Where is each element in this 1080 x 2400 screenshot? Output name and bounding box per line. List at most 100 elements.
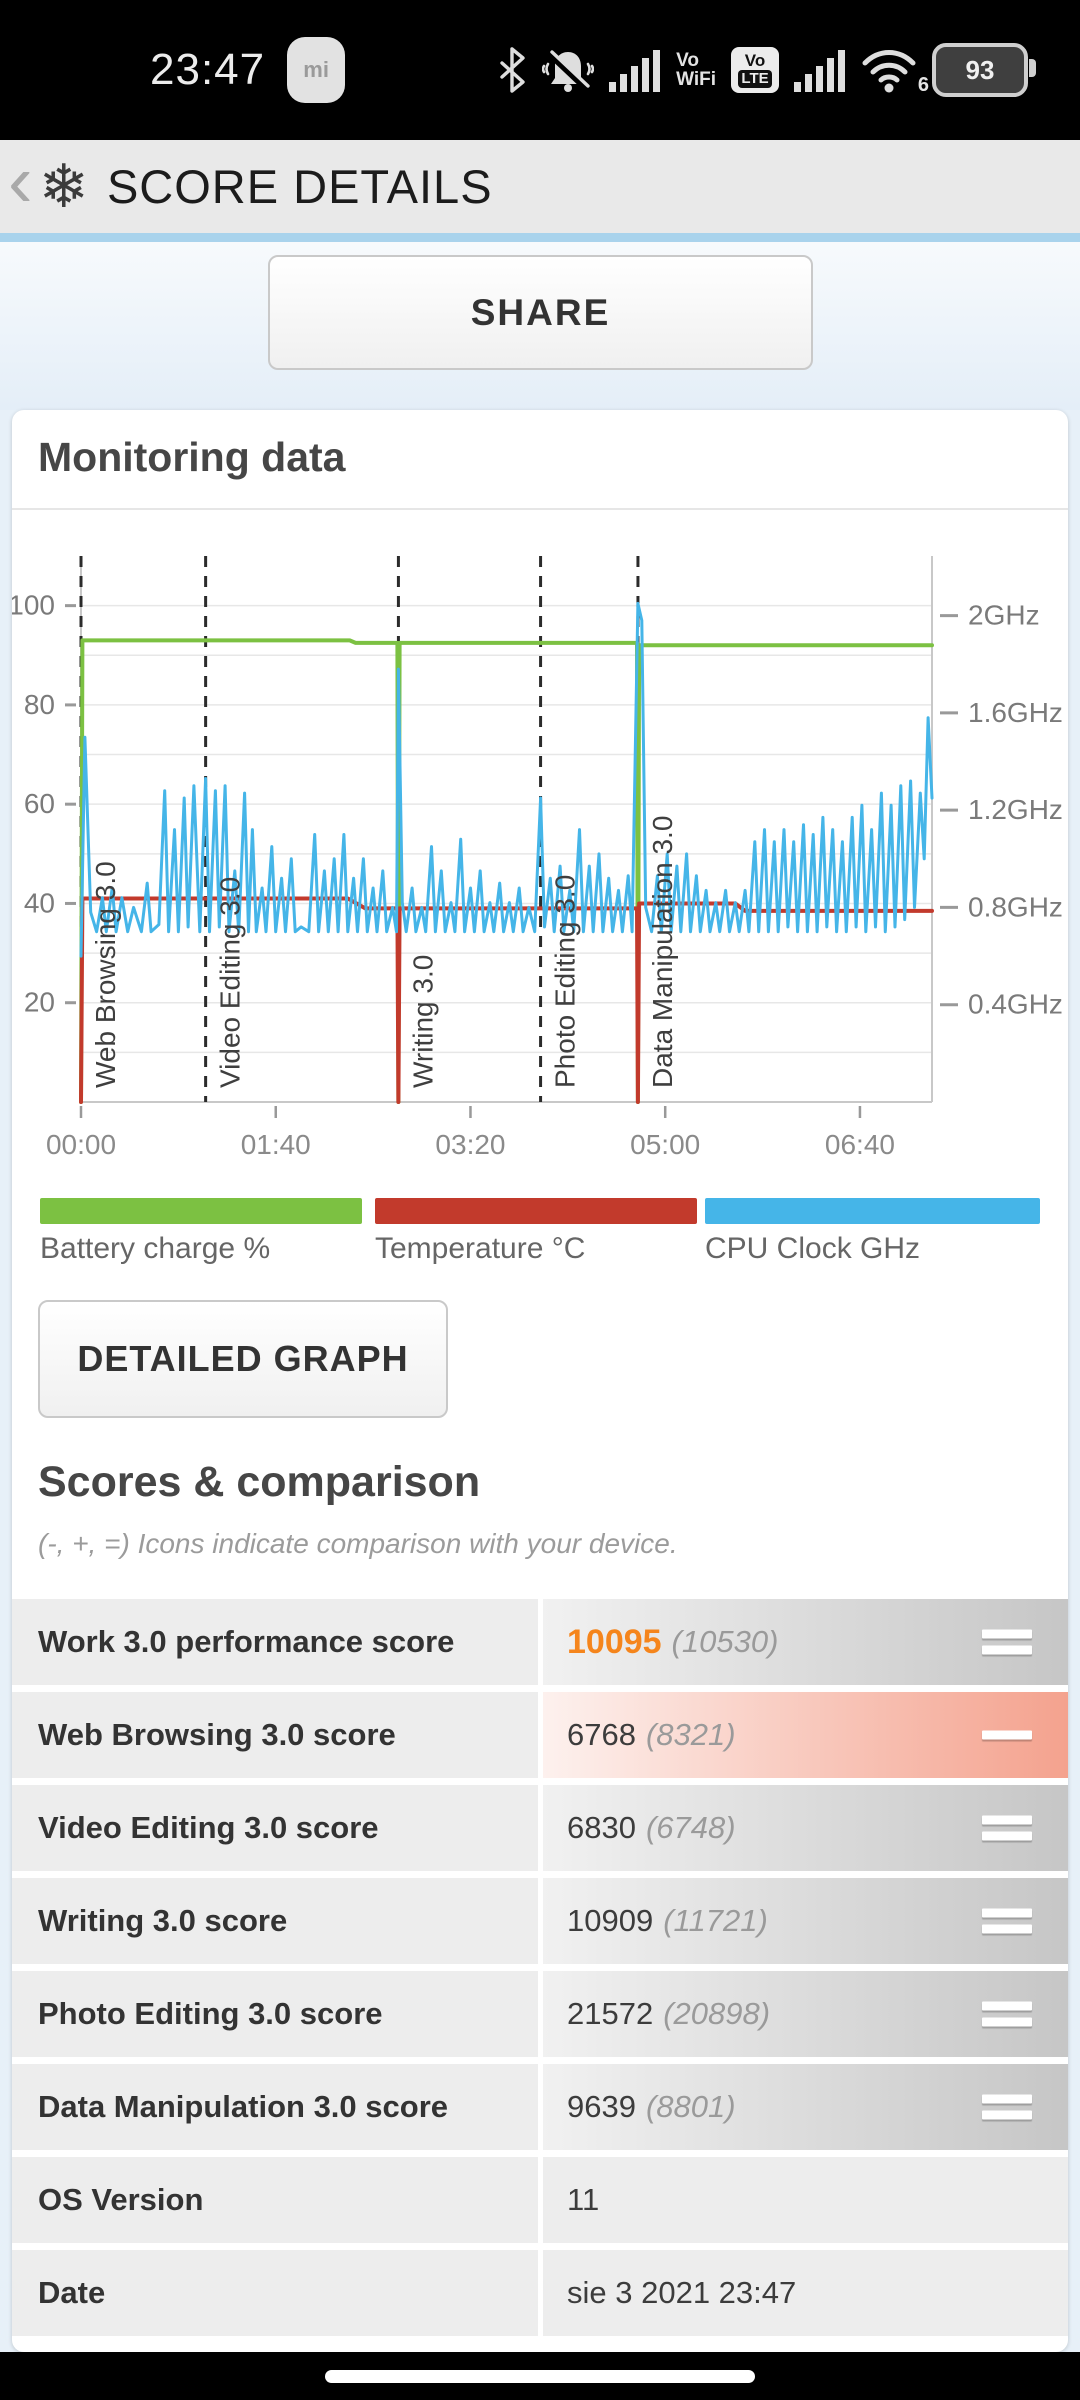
svg-text:00:00: 00:00 xyxy=(46,1129,116,1160)
back-icon[interactable]: ‹ xyxy=(8,138,33,222)
table-row[interactable]: Work 3.0 performance score 10095 (10530) xyxy=(12,1599,1068,1685)
info-value: sie 3 2021 23:47 xyxy=(567,2275,797,2310)
svg-text:05:00: 05:00 xyxy=(630,1129,700,1160)
score-compare-value: (10530) xyxy=(671,1624,779,1659)
score-compare-value: (11721) xyxy=(663,1903,768,1938)
svg-text:60: 60 xyxy=(24,788,55,819)
svg-text:2GHz: 2GHz xyxy=(968,600,1040,631)
bluetooth-icon xyxy=(497,46,527,94)
equal-comparison-icon xyxy=(982,2088,1032,2127)
legend-label: CPU Clock GHz xyxy=(705,1232,921,1265)
score-compare-value: (8801) xyxy=(645,2089,736,2124)
score-value-cell: 9639 (8801) xyxy=(543,2064,1068,2150)
info-value-cell: sie 3 2021 23:47 xyxy=(543,2250,1068,2336)
svg-text:Video Editing 3.0: Video Editing 3.0 xyxy=(215,877,246,1088)
page-title: SCORE DETAILS xyxy=(106,160,493,213)
svg-text:01:40: 01:40 xyxy=(241,1129,311,1160)
svg-text:20: 20 xyxy=(24,987,55,1018)
signal-strength-icon-sim2 xyxy=(794,46,846,94)
header-accent-line xyxy=(0,233,1080,242)
svg-text:03:20: 03:20 xyxy=(435,1129,505,1160)
legend-item: Temperature °C xyxy=(375,1198,697,1266)
score-value-cell: 10095 (10530) xyxy=(543,1599,1068,1685)
mi-notification-icon: mi xyxy=(287,37,346,103)
svg-text:06:40: 06:40 xyxy=(825,1129,895,1160)
table-row[interactable]: Data Manipulation 3.0 score 9639 (8801) xyxy=(12,2064,1068,2150)
score-value-cell: 10909 (11721) xyxy=(543,1878,1068,1964)
score-value-cell: 21572 (20898) xyxy=(543,1971,1068,2057)
volte-indicator: Vo LTE xyxy=(731,47,779,93)
svg-text:1.6GHz: 1.6GHz xyxy=(968,697,1063,728)
score-compare-value: (6748) xyxy=(645,1810,736,1845)
score-value-cell: 6830 (6748) xyxy=(543,1785,1068,1871)
battery-icon: 93 xyxy=(932,43,1036,97)
equal-comparison-icon xyxy=(982,1623,1032,1662)
monitoring-chart-svg: Web Browsing 3.0 Video Editing 3.0 Writing… xyxy=(8,556,1063,1160)
score-value: 21572 xyxy=(567,1996,654,2031)
equal-comparison-icon xyxy=(982,1902,1032,1941)
score-compare-value: (20898) xyxy=(663,1996,771,2031)
info-label: Date xyxy=(12,2250,538,2336)
scores-comparison-subtitle: (-, +, =) Icons indicate comparison with… xyxy=(38,1528,678,1559)
svg-text:1.2GHz: 1.2GHz xyxy=(968,794,1063,825)
legend-color-bar xyxy=(375,1198,697,1224)
svg-text:Writing 3.0: Writing 3.0 xyxy=(407,955,438,1088)
equal-comparison-icon xyxy=(982,1809,1032,1848)
home-indicator[interactable] xyxy=(325,2370,755,2383)
chart-legend: Battery charge % Temperature °C CPU Clock … xyxy=(12,1198,1068,1288)
benchmark-logo-icon: ❄ xyxy=(38,152,89,220)
table-row[interactable]: Writing 3.0 score 10909 (11721) xyxy=(12,1878,1068,1964)
legend-label: Temperature °C xyxy=(375,1232,586,1265)
wifi6-label: 6 xyxy=(917,74,929,96)
score-value: 6768 xyxy=(567,1717,636,1752)
system-nav-bar xyxy=(0,2352,1080,2400)
legend-color-bar xyxy=(705,1198,1040,1224)
score-label: Work 3.0 performance score xyxy=(12,1599,538,1685)
status-bar: 23:47 mi Vo WiFi Vo LTE xyxy=(0,0,1080,140)
info-row: Date sie 3 2021 23:47 xyxy=(12,2250,1068,2336)
wifi-icon: 6 xyxy=(861,47,929,96)
monitoring-data-title: Monitoring data xyxy=(38,434,346,480)
legend-label: Battery charge % xyxy=(40,1232,271,1265)
scores-comparison-title: Scores & comparison xyxy=(38,1458,481,1506)
table-row[interactable]: Video Editing 3.0 score 6830 (6748) xyxy=(12,1785,1068,1871)
signal-strength-icon-sim1 xyxy=(609,46,661,94)
divider xyxy=(12,508,1068,510)
detailed-graph-button[interactable]: DETAILED GRAPH xyxy=(38,1300,448,1418)
app-header: ‹ ❄ SCORE DETAILS xyxy=(0,140,1080,233)
info-row: OS Version 11 xyxy=(12,2157,1068,2243)
svg-text:Web Browsing 3.0: Web Browsing 3.0 xyxy=(90,861,121,1088)
svg-text:80: 80 xyxy=(24,689,55,720)
score-label: Writing 3.0 score xyxy=(12,1878,538,1964)
status-icons: Vo WiFi Vo LTE 6 93 xyxy=(497,43,1036,97)
svg-text:Photo Editing 3.0: Photo Editing 3.0 xyxy=(550,875,581,1088)
legend-item: CPU Clock GHz xyxy=(705,1198,1040,1266)
legend-color-bar xyxy=(40,1198,362,1224)
notifications-muted-icon xyxy=(542,46,595,94)
score-value: 10909 xyxy=(567,1903,654,1938)
score-compare-value: (8321) xyxy=(645,1717,736,1752)
score-value: 6830 xyxy=(567,1810,636,1845)
score-label: Video Editing 3.0 score xyxy=(12,1785,538,1871)
info-label: OS Version xyxy=(12,2157,538,2243)
clock: 23:47 xyxy=(150,45,266,94)
legend-item: Battery charge % xyxy=(40,1198,362,1266)
equal-comparison-icon xyxy=(982,1995,1032,2034)
battery-percent: 93 xyxy=(965,54,995,85)
svg-text:100: 100 xyxy=(12,590,55,621)
score-value-cell: 6768 (8321) xyxy=(543,1692,1068,1778)
score-table: Work 3.0 performance score 10095 (10530) We… xyxy=(12,1599,1068,2343)
svg-text:0.4GHz: 0.4GHz xyxy=(968,989,1063,1020)
svg-text:40: 40 xyxy=(24,887,55,918)
score-value: 9639 xyxy=(567,2089,636,2124)
minus-comparison-icon xyxy=(982,1724,1032,1747)
score-label: Data Manipulation 3.0 score xyxy=(12,2064,538,2150)
info-value-cell: 11 xyxy=(543,2157,1068,2243)
table-row[interactable]: Web Browsing 3.0 score 6768 (8321) xyxy=(12,1692,1068,1778)
share-button[interactable]: SHARE xyxy=(268,255,813,370)
table-row[interactable]: Photo Editing 3.0 score 21572 (20898) xyxy=(12,1971,1068,2057)
score-label: Web Browsing 3.0 score xyxy=(12,1692,538,1778)
svg-text:Data Manipulation 3.0: Data Manipulation 3.0 xyxy=(647,816,678,1088)
score-details-card: Monitoring data Web Browsing 3.0 Video Ed… xyxy=(8,410,1068,2352)
info-value: 11 xyxy=(567,2182,600,2217)
